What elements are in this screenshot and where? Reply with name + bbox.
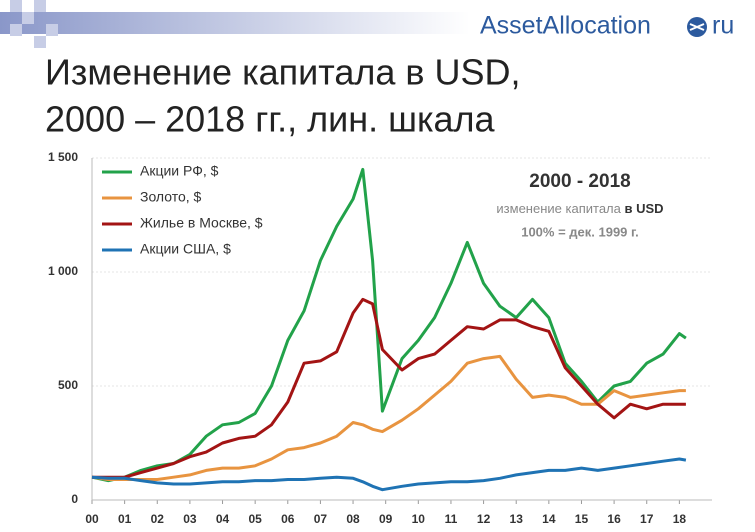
- x-tick-label: 03: [183, 512, 197, 526]
- x-tick-label: 09: [379, 512, 393, 526]
- x-tick-label: 10: [412, 512, 426, 526]
- y-tick-label: 0: [71, 492, 78, 506]
- legend-label: Акции США, $: [140, 241, 231, 257]
- x-tick-label: 04: [216, 512, 230, 526]
- x-tick-label: 01: [118, 512, 132, 526]
- annotation-bold: в USD: [625, 201, 664, 216]
- series-line: [91, 354, 686, 481]
- series-line: [91, 167, 687, 483]
- title: 2000 – 2018 гг., лин. шкала: [45, 99, 496, 140]
- legend-label: Жилье в Москве, $: [140, 215, 263, 231]
- header-squares: [10, 0, 58, 48]
- x-tick-label: 06: [281, 512, 295, 526]
- x-tick-label: 17: [640, 512, 654, 526]
- x-tick-label: 08: [346, 512, 360, 526]
- series-line: [91, 457, 687, 492]
- legend-label: Акции РФ, $: [140, 163, 219, 179]
- x-tick-label: 02: [151, 512, 165, 526]
- x-tick-label: 00: [85, 512, 99, 526]
- annotation-line2: 100% = дек. 1999 г.: [521, 224, 639, 239]
- logo-icon-mark: [689, 23, 705, 31]
- header-band: [0, 12, 470, 34]
- x-tick-label: 16: [607, 512, 621, 526]
- x-tick-label: 14: [542, 512, 556, 526]
- annotation-line: изменение капитала в USD: [496, 201, 663, 216]
- title: Изменение капитала в USD,: [45, 52, 521, 93]
- annotation-heading: 2000 - 2018: [529, 171, 630, 192]
- plot: 0 500 1 000 1 500 00 01 02 03 04 05 06 07 08 09 10 11 12…: [48, 150, 712, 526]
- y-tick-label: 500: [58, 378, 78, 392]
- x-tick-label: 05: [248, 512, 262, 526]
- x-tick-label: 07: [314, 512, 328, 526]
- x-tick-label: 13: [510, 512, 524, 526]
- logo-text: AssetAllocation: [480, 12, 651, 40]
- logo-suffix: ru: [712, 12, 734, 40]
- y-tick-label: 1 000: [48, 264, 78, 278]
- x-tick-label: 12: [477, 512, 491, 526]
- x-tick-label: 18: [673, 512, 687, 526]
- series-line: [92, 297, 686, 479]
- annotation-text: изменение капитала: [496, 201, 621, 216]
- legend-label: Золото, $: [140, 189, 202, 205]
- y-tick-label: 1 500: [48, 150, 78, 164]
- x-tick-label: 11: [445, 512, 458, 526]
- x-tick-label: 15: [575, 512, 589, 526]
